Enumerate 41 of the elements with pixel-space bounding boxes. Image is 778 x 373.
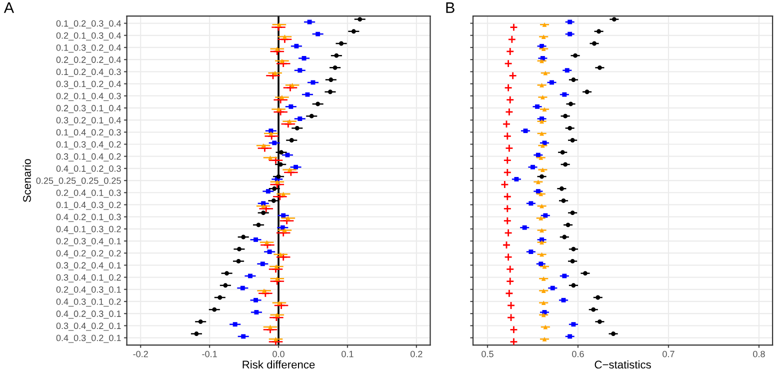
y-tick-label: 0.4_0.2_0.2_0.2 [56,250,121,258]
y-tick-label: 0.3_0.2_0.1_0.4 [56,117,121,126]
y-tick-label: 0.1_0.2_0.4_0.3 [56,68,121,77]
x-tick-label: 0.6 [572,350,584,358]
y-tick-label: 0.3_0.4_0.1_0.2 [56,274,121,282]
x-tick-label: 0.0 [272,350,284,358]
y-tick-label: 0.2_0.1_0.4_0.3 [56,92,121,101]
y-tick-label: 0.3_0.1_0.4_0.2 [56,153,121,162]
y-tick-label: 0.1_0.2_0.3_0.4 [56,20,121,28]
y-tick-label: 0.4_0.2_0.1_0.3 [56,214,121,222]
x-tick-label: 0.1 [342,350,354,358]
x-tick-label: 0.8 [753,350,765,358]
y-tick-label: 0.3_0.1_0.2_0.4 [56,80,121,89]
x-tick-label: 0.2 [410,350,422,358]
y-tick-label: 0.3_0.4_0.2_0.1 [56,322,121,331]
y-axis-title: Scenario [22,159,31,202]
x-tick-label: 0.7 [662,350,674,358]
y-tick-label: 0.1_0.3_0.2_0.4 [56,44,121,53]
chart-title: B [446,2,454,13]
y-tick-label: 0.2_0.2_0.2_0.4 [56,56,121,65]
y-tick-label: 0.1_0.3_0.4_0.2 [56,141,121,150]
y-tick-label: 0.1_0.4_0.3_0.2 [56,202,121,210]
x-tick-label: -0.2 [133,350,148,358]
x-axis-title: C−statistics [594,360,651,369]
y-tick-label: 0.2_0.3_0.1_0.4 [56,104,121,114]
y-tick-label: 0.2_0.4_0.3_0.1 [56,286,121,294]
y-tick-label: 0.2_0.4_0.1_0.3 [56,190,121,198]
y-tick-label: 0.4_0.1_0.2_0.3 [56,165,121,174]
y-tick-label: 0.2_0.1_0.3_0.4 [56,32,121,40]
y-tick-label: 0.4_0.3_0.2_0.1 [56,334,121,343]
chart-title: A [4,2,14,13]
y-tick-label: 0.4_0.2_0.3_0.1 [56,310,121,319]
y-tick-label: 0.4_0.1_0.3_0.2 [56,226,121,234]
x-tick-label: 0.5 [482,350,494,358]
y-tick-label: 0.1_0.4_0.2_0.3 [56,129,121,138]
y-tick-label: 0.4_0.3_0.1_0.2 [56,298,121,307]
y-tick-label: 0.3_0.2_0.4_0.1 [56,262,121,270]
x-tick-label: -0.1 [202,350,217,358]
x-axis-title: Risk difference [242,360,315,369]
y-tick-label: 0.25_0.25_0.25_0.25 [36,178,121,186]
y-tick-label: 0.2_0.3_0.4_0.1 [56,238,121,246]
